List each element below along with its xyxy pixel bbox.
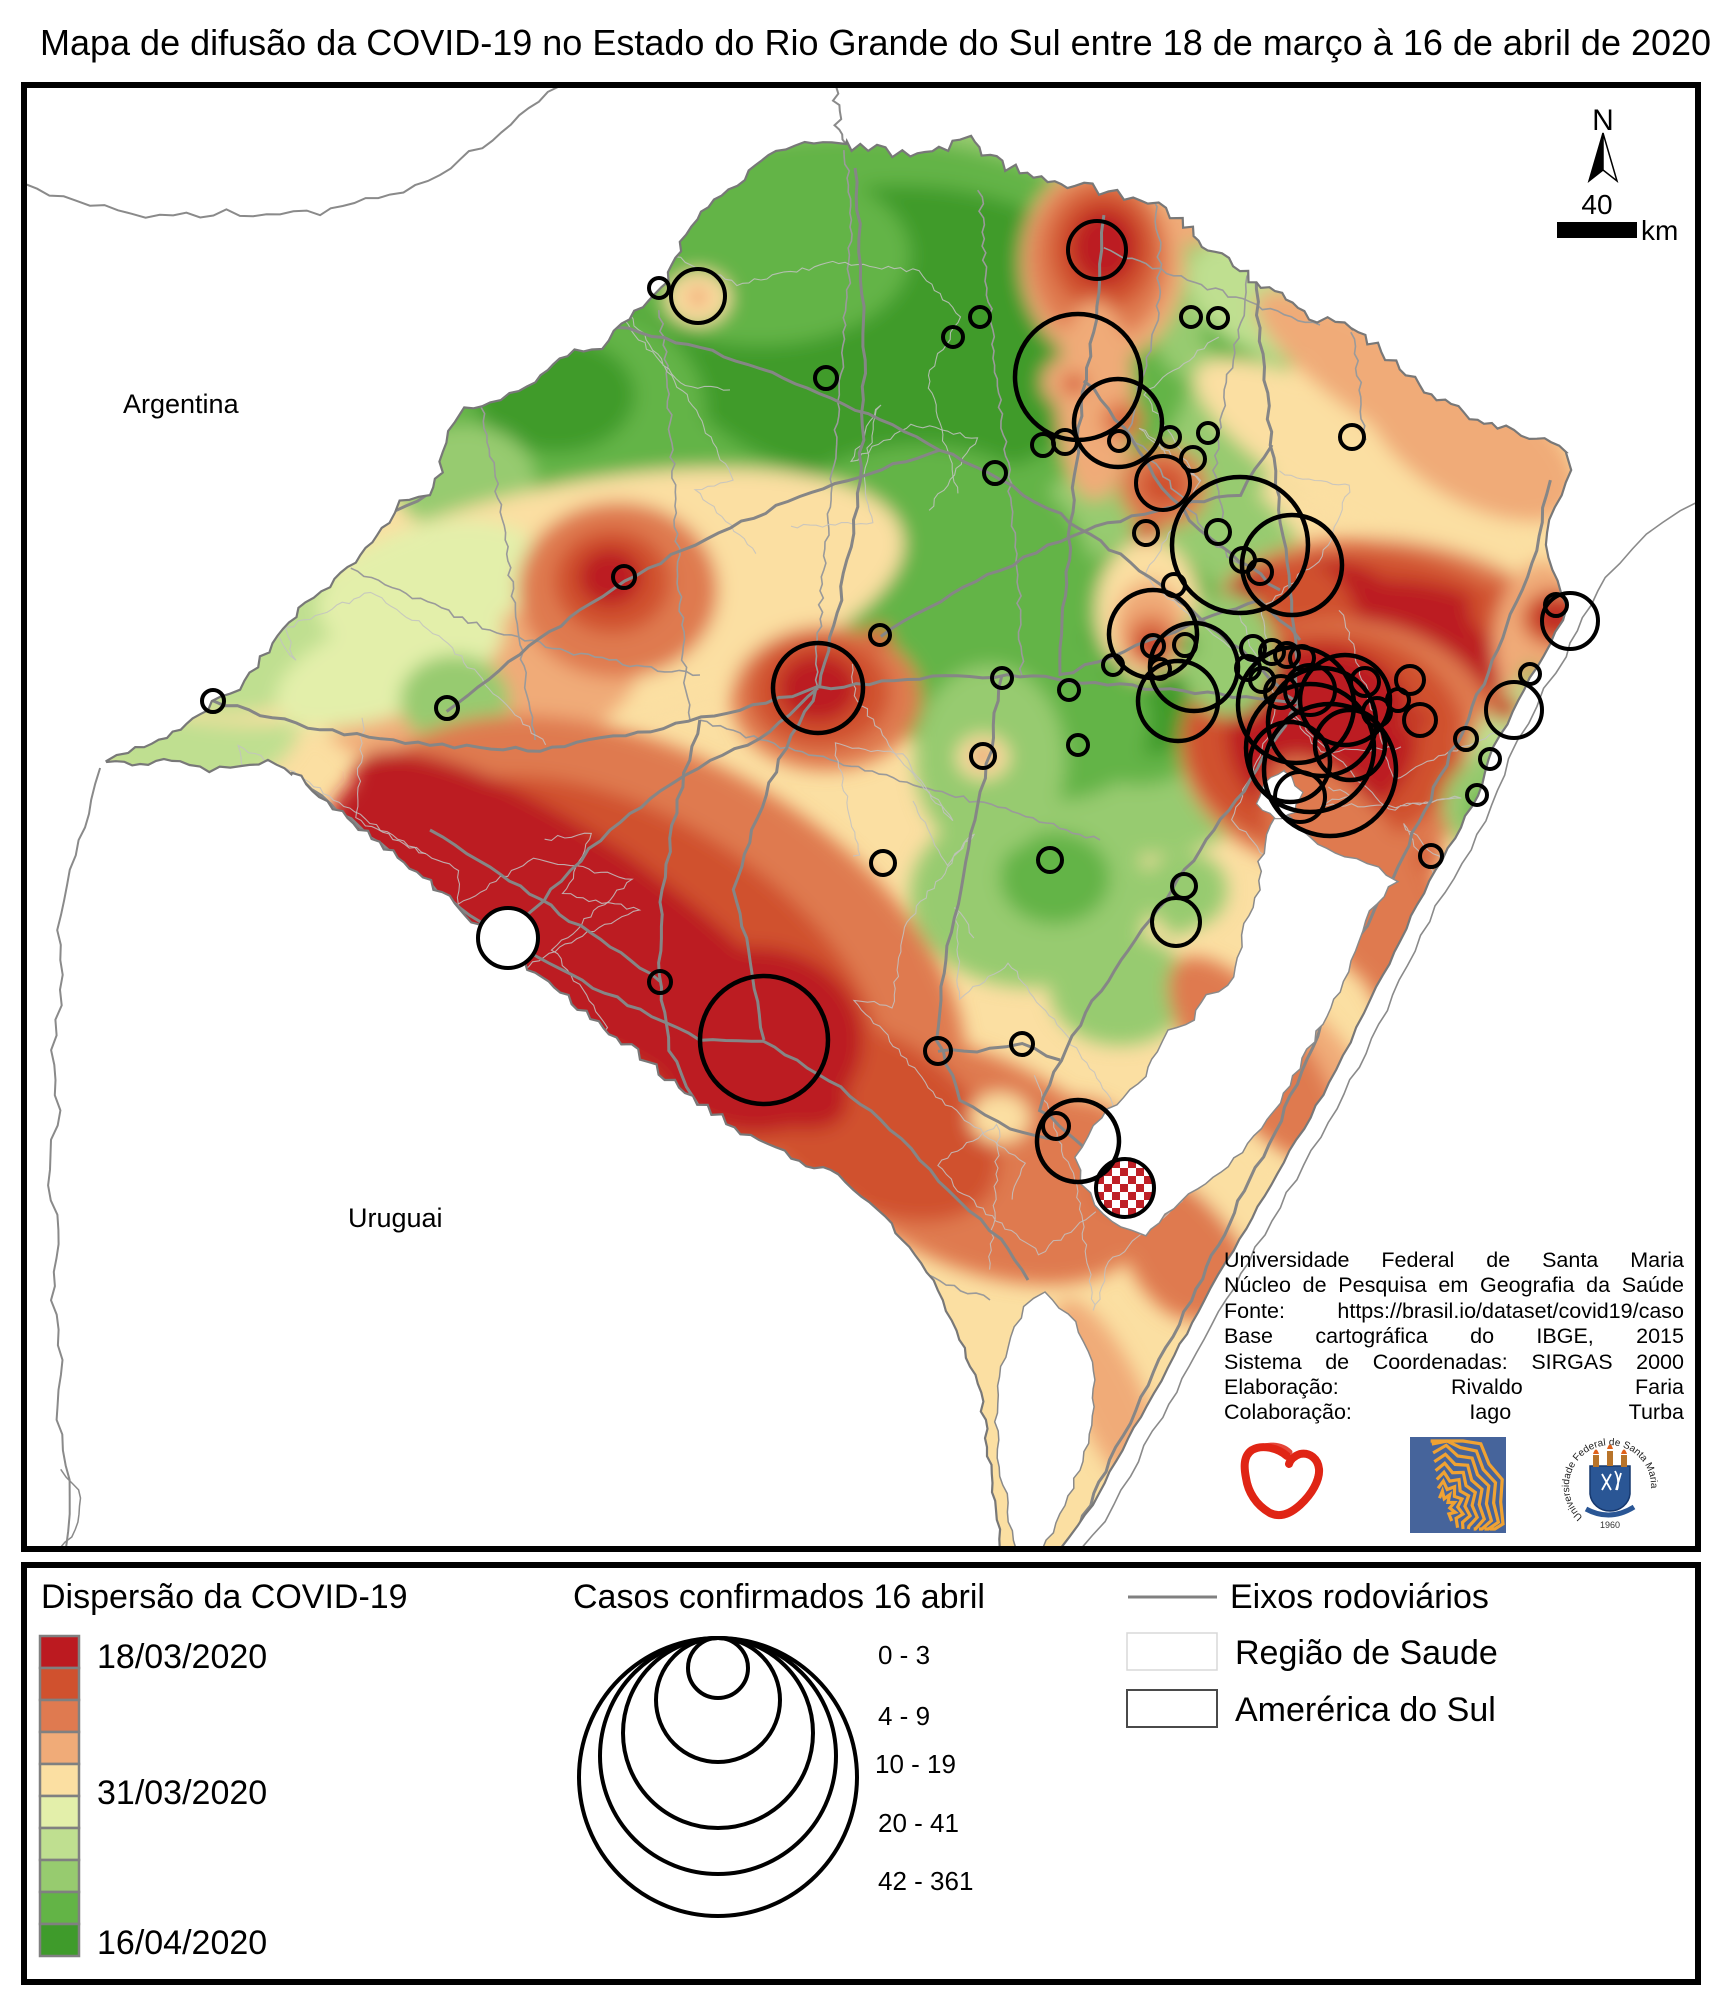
svg-text:40: 40 xyxy=(1581,189,1612,220)
svg-text:1960: 1960 xyxy=(1600,1520,1620,1530)
svg-text:km: km xyxy=(1641,215,1678,246)
svg-text:N: N xyxy=(1592,104,1614,137)
